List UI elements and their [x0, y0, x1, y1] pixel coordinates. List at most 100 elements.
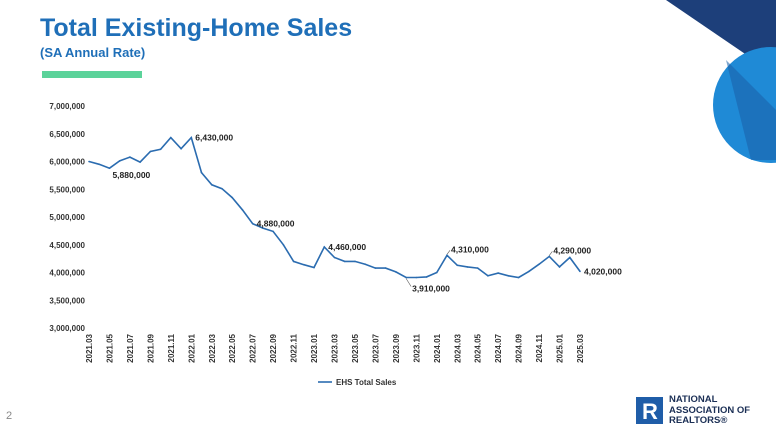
x-tick-label: 2023.05 — [351, 333, 360, 362]
data-point — [88, 160, 90, 163]
data-point — [517, 276, 520, 279]
y-tick-label: 4,000,000 — [49, 269, 85, 278]
corner-decoration — [666, 0, 776, 163]
x-tick-label: 2024.01 — [433, 333, 442, 362]
x-tick-label: 2024.05 — [474, 333, 483, 362]
data-point — [487, 275, 489, 277]
data-point — [333, 256, 336, 259]
y-tick-label: 6,000,000 — [49, 158, 85, 167]
x-tick-label: 2021.11 — [167, 333, 176, 362]
x-tick-label: 2021.05 — [105, 333, 114, 362]
data-label: 4,310,000 — [451, 244, 489, 254]
annotation-leader — [446, 250, 451, 255]
data-point — [149, 150, 152, 153]
data-point — [538, 263, 540, 265]
data-point — [568, 256, 571, 259]
x-tick-label: 2022.01 — [187, 333, 196, 362]
y-tick-label: 6,500,000 — [49, 130, 85, 139]
data-point — [384, 267, 387, 269]
x-tick-label: 2024.03 — [453, 333, 462, 362]
y-tick-label: 3,000,000 — [49, 324, 85, 333]
data-point — [292, 260, 295, 263]
data-point — [313, 266, 315, 269]
data-point — [180, 147, 182, 150]
x-tick-label: 2023.07 — [371, 333, 380, 362]
y-tick-label: 5,000,000 — [49, 213, 85, 222]
x-tick-label: 2023.03 — [331, 333, 340, 362]
data-point — [323, 246, 326, 248]
x-tick-label: 2023.11 — [412, 333, 421, 362]
series-line-ehs-total-sales — [88, 136, 581, 279]
data-point — [415, 276, 418, 279]
data-point — [528, 270, 530, 273]
data-point — [374, 267, 377, 269]
x-tick-label: 2025.01 — [556, 333, 565, 362]
data-point — [159, 148, 162, 151]
data-point — [98, 163, 101, 166]
realtor-r-icon: R — [636, 397, 663, 425]
x-tick-label: 2022.05 — [228, 333, 237, 362]
page-number: 2 — [6, 410, 13, 422]
x-tick-label: 2021.03 — [85, 333, 94, 362]
data-point — [241, 208, 244, 211]
x-tick-label: 2022.11 — [290, 333, 299, 362]
x-tick-label: 2021.07 — [126, 333, 135, 362]
data-point — [272, 230, 274, 233]
data-point — [139, 161, 141, 163]
data-label: 3,910,000 — [412, 283, 450, 293]
data-point — [221, 187, 223, 190]
x-tick-label: 2022.09 — [269, 333, 278, 362]
data-label: 6,430,000 — [195, 133, 233, 143]
data-point — [507, 275, 510, 277]
x-tick-label: 2022.07 — [249, 333, 258, 362]
data-point — [170, 136, 172, 139]
data-point — [262, 227, 264, 229]
annotation-leader — [549, 251, 553, 256]
data-point — [435, 271, 438, 274]
data-point — [282, 243, 285, 246]
page-subtitle: (SA Annual Rate) — [40, 45, 146, 60]
data-point — [200, 171, 203, 174]
data-point — [456, 264, 459, 267]
x-tick-label: 2021.09 — [146, 333, 155, 362]
data-point — [303, 263, 305, 266]
data-point — [108, 167, 111, 169]
data-label: 4,020,000 — [584, 266, 622, 276]
accent-bar — [42, 71, 142, 78]
data-point — [425, 276, 428, 278]
data-point — [129, 156, 131, 158]
page-title: Total Existing-Home Sales — [40, 14, 353, 42]
data-point — [343, 260, 346, 263]
data-point — [251, 222, 254, 225]
y-tick-label: 4,500,000 — [49, 241, 85, 250]
data-point — [364, 263, 366, 265]
data-point — [118, 160, 121, 162]
data-point — [231, 196, 234, 199]
data-point — [405, 276, 407, 279]
x-tick-label: 2024.11 — [535, 333, 544, 362]
y-tick-label: 5,500,000 — [49, 185, 85, 194]
data-point — [558, 266, 561, 268]
data-point — [548, 255, 551, 258]
data-point — [497, 272, 499, 274]
data-label: 5,880,000 — [112, 170, 150, 180]
data-point — [446, 254, 448, 257]
data-label: 4,880,000 — [257, 219, 295, 229]
nar-logo: R NATIONAL ASSOCIATION OF REALTORS® — [636, 394, 751, 427]
y-tick-label: 7,000,000 — [49, 102, 85, 111]
data-point — [354, 260, 356, 263]
logo-text: NATIONAL ASSOCIATION OF REALTORS® — [669, 394, 751, 426]
data-point — [190, 136, 193, 139]
data-point — [476, 267, 479, 269]
data-label: 4,460,000 — [328, 242, 366, 252]
x-tick-label: 2023.01 — [310, 333, 319, 362]
annotation-leader — [405, 278, 412, 287]
x-tick-label: 2025.03 — [576, 333, 585, 362]
x-tick-label: 2022.03 — [208, 333, 217, 362]
x-tick-label: 2024.07 — [494, 333, 503, 362]
data-point — [210, 184, 213, 186]
x-tick-label: 2024.09 — [515, 333, 524, 362]
x-tick-label: 2023.09 — [392, 333, 401, 362]
data-point — [579, 270, 581, 273]
